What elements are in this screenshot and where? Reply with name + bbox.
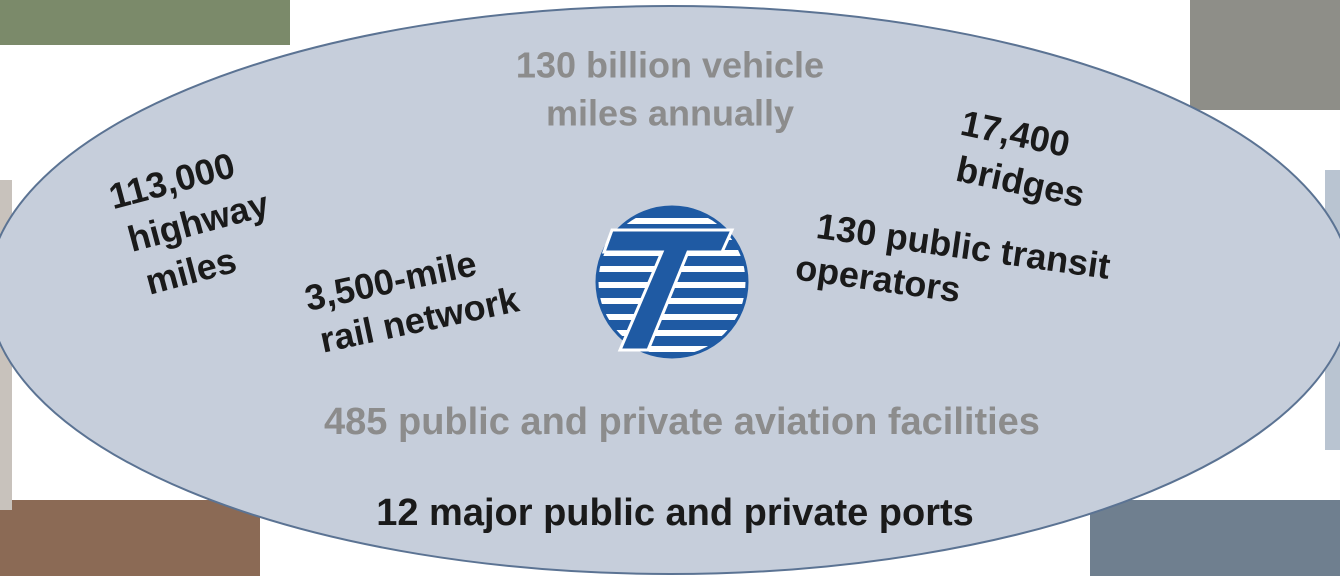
headline: 130 billion vehicle xyxy=(516,45,824,86)
photo xyxy=(0,0,290,45)
ports: 12 major public and private ports xyxy=(376,492,974,534)
page: {"title": {"lines": ["130 billion vehicl… xyxy=(0,0,1340,576)
photo xyxy=(1190,0,1340,110)
headline: miles annually xyxy=(546,93,794,134)
slide-canvas: 130 billion vehicle miles annually 113,0… xyxy=(0,0,1340,576)
photo xyxy=(0,500,260,576)
aviation: 485 public and private aviation faciliti… xyxy=(324,401,1040,443)
photo xyxy=(1090,500,1340,576)
slide: 130 billion vehicle miles annually 113,0… xyxy=(0,0,1340,576)
